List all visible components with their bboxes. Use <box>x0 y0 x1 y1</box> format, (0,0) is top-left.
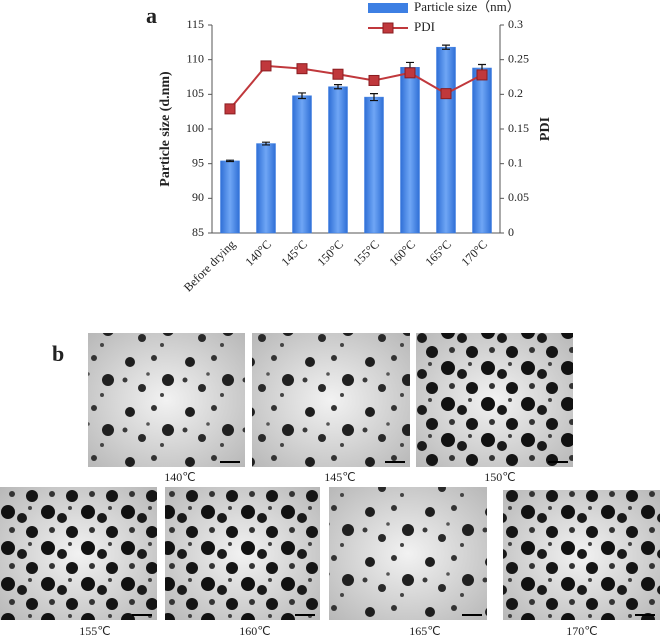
y-tick-label: 100 <box>186 121 204 135</box>
image-caption: 160℃ <box>239 624 270 638</box>
y-axis-label: Particle size (d.nm) <box>158 71 173 187</box>
bar <box>256 143 276 234</box>
tem-image <box>329 487 487 620</box>
legend-label: PDI <box>414 19 435 34</box>
chart-a: a 85 90 95 100 105 110 115 0 0.05 0.1 0.15 0.2 0.25 0… <box>146 0 553 294</box>
image-caption: 165℃ <box>409 624 440 638</box>
marker <box>296 63 308 75</box>
y2-tick-label: 0 <box>508 225 514 239</box>
bar <box>364 96 384 234</box>
y2-tick-label: 0.25 <box>508 51 529 65</box>
x-tick-label: Before drying <box>181 237 238 294</box>
x-tick-label: 165°C <box>422 237 454 269</box>
tem-image <box>416 333 573 467</box>
marker <box>224 103 236 115</box>
marker <box>260 60 272 72</box>
x-tick-label: 150°C <box>314 237 346 269</box>
error-bar <box>262 141 270 146</box>
image-caption: 155℃ <box>79 624 110 638</box>
legend-swatch <box>368 3 408 13</box>
y-tick-label: 95 <box>192 155 204 169</box>
y-tick-label: 90 <box>192 190 204 204</box>
error-bar <box>370 93 378 102</box>
x-tick-label: 160°C <box>386 237 418 269</box>
tem-image <box>503 490 660 620</box>
y2-tick-label: 0.15 <box>508 121 529 135</box>
marker <box>368 74 380 86</box>
marker <box>332 68 344 80</box>
y2-tick-label: 0.05 <box>508 190 529 204</box>
y-tick-label: 110 <box>186 51 204 65</box>
y2-tick-label: 0.2 <box>508 86 523 100</box>
image-caption: 150℃ <box>484 470 515 484</box>
tem-image <box>0 487 157 620</box>
image-caption: 140℃ <box>164 470 195 484</box>
marker <box>476 69 488 81</box>
panel-label: a <box>146 3 157 28</box>
bar <box>472 67 492 234</box>
error-bar <box>334 84 342 90</box>
image-caption: 145℃ <box>324 470 355 484</box>
error-bar <box>226 159 234 163</box>
x-tick-label: 145°C <box>278 237 310 269</box>
marker <box>440 88 452 100</box>
y2-tick-label: 0.3 <box>508 17 523 31</box>
bar <box>436 46 456 234</box>
x-tick-label: 140°C <box>242 237 274 269</box>
y2-tick-label: 0.1 <box>508 155 523 169</box>
error-bar <box>298 92 306 100</box>
tem-image <box>165 487 320 620</box>
tem-image <box>252 333 410 467</box>
y2-axis-label: PDI <box>538 117 553 141</box>
x-tick-label: 170°C <box>458 237 490 269</box>
panel-b: b 140℃ 145℃ 150℃ 155℃ 160℃ 165℃ 170℃ <box>0 333 660 638</box>
error-bar <box>442 44 450 50</box>
legend-label: Particle size（nm） <box>414 0 520 14</box>
y-tick-label: 85 <box>192 225 204 239</box>
y-tick-label: 105 <box>186 86 204 100</box>
bar <box>400 67 420 234</box>
legend-swatch <box>382 22 394 34</box>
panel-label: b <box>52 341 64 366</box>
image-caption: 170℃ <box>566 624 597 638</box>
bar <box>328 86 348 234</box>
marker <box>404 67 416 79</box>
line <box>229 64 483 110</box>
tem-image <box>88 333 245 467</box>
bar <box>292 95 312 234</box>
x-tick-label: 155°C <box>350 237 382 269</box>
bar <box>220 160 240 234</box>
y-tick-label: 115 <box>186 17 204 31</box>
